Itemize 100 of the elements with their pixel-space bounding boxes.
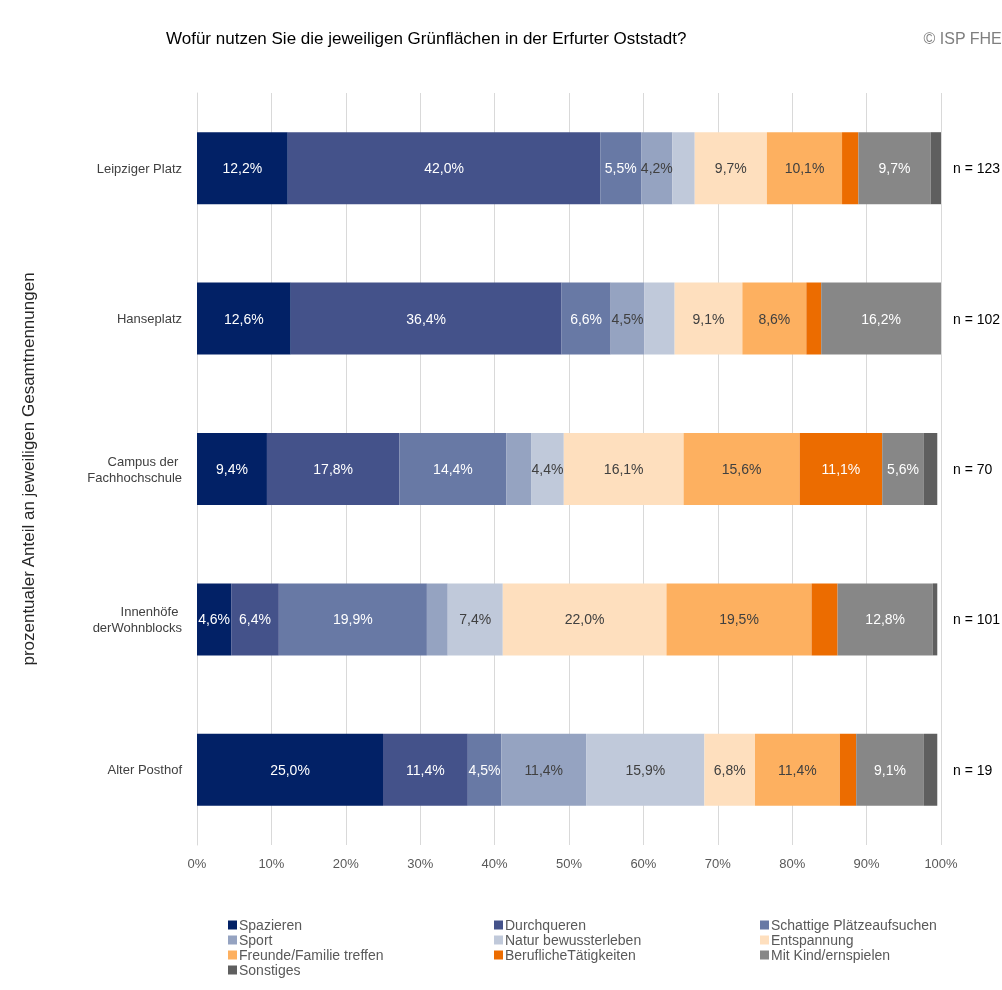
x-tick-label: 10% <box>258 856 285 871</box>
bar <box>586 733 705 806</box>
bar <box>799 433 883 505</box>
data-label: 10,1% <box>784 160 825 177</box>
data-label: 6,6% <box>570 310 603 327</box>
bar <box>610 282 645 355</box>
bar <box>290 282 562 355</box>
data-label: 8,6% <box>758 310 791 327</box>
bar <box>399 433 507 505</box>
legend-label: Mit Kind/ernspielen <box>771 947 891 963</box>
data-label: 4,6% <box>198 611 231 628</box>
data-label: 11,4% <box>406 761 445 778</box>
legend-label: Natur bewussterleben <box>505 932 642 948</box>
bar <box>231 583 279 656</box>
text: n = 123 <box>953 160 1001 177</box>
bar <box>837 583 933 656</box>
bar <box>502 583 667 656</box>
bar <box>278 583 427 656</box>
data-label: 11,4% <box>524 761 564 778</box>
data-label: 14,4% <box>433 461 473 477</box>
bar <box>882 433 924 505</box>
bar <box>923 433 938 505</box>
bar <box>811 583 838 656</box>
bar <box>266 433 400 505</box>
data-label: 16,2% <box>861 310 901 327</box>
data-label: 7,4% <box>459 611 492 628</box>
data-label: 9,4% <box>216 461 248 477</box>
y-tick-label: Innenhöfe derWohnblocks <box>92 603 183 635</box>
legend-label: Durchqueren <box>505 917 586 933</box>
data-label: 15,6% <box>721 461 762 477</box>
bar <box>923 733 938 806</box>
bar <box>766 132 843 205</box>
bar <box>501 733 587 806</box>
data-label: 11,4% <box>778 761 817 778</box>
bar <box>197 282 291 355</box>
bar <box>506 433 532 505</box>
legend-label: Spazieren <box>239 917 303 933</box>
x-tick-label: 50% <box>555 856 583 871</box>
bar <box>600 132 642 205</box>
text: n = 102 <box>953 310 1001 327</box>
data-label: 16,1% <box>603 461 644 477</box>
data-label: 36,4% <box>406 310 446 327</box>
data-label: 42,0% <box>424 160 464 177</box>
bar <box>467 733 502 806</box>
x-tick-label: 70% <box>704 856 732 871</box>
legend-label: Freunde/Familie treffen <box>239 947 384 963</box>
data-label: 22,0% <box>564 611 605 628</box>
x-tick-label: 0% <box>187 856 207 871</box>
data-label: 17,8% <box>313 461 353 477</box>
y-tick-label: Campus der Fachhochschule <box>87 453 182 485</box>
data-label: 19,5% <box>719 611 759 628</box>
x-tick-label: 40% <box>481 856 509 871</box>
data-label: 6,8% <box>713 761 746 778</box>
bar <box>426 583 448 656</box>
data-label: 25,0% <box>270 761 310 778</box>
data-label: 4,4% <box>531 461 564 477</box>
bar <box>197 733 383 806</box>
data-label: 4,5% <box>468 761 501 778</box>
x-tick-label: 20% <box>332 856 360 871</box>
bar <box>839 733 857 806</box>
data-label: 9,7% <box>714 160 747 177</box>
data-label: 6,4% <box>239 611 271 628</box>
legend-label: Entspannung <box>771 932 854 948</box>
data-label: 9,7% <box>878 160 911 177</box>
bar <box>197 132 288 205</box>
bar <box>932 583 938 656</box>
legend-label: Schattige Plätzeaufsuchen <box>771 917 937 933</box>
text: n = 101 <box>953 611 1001 628</box>
data-label: 5,5% <box>604 160 637 177</box>
bar <box>821 282 941 355</box>
x-tick-label: 90% <box>853 856 881 871</box>
bar <box>674 282 743 355</box>
data-label: 19,9% <box>333 611 373 628</box>
text: © ISP FHE <box>923 29 1002 47</box>
text: n = 19 <box>953 761 993 778</box>
bar <box>197 433 267 505</box>
bar <box>856 733 924 806</box>
bar <box>742 282 807 355</box>
x-tick-label: 60% <box>630 856 657 871</box>
legend-label: Sonstiges <box>239 962 301 978</box>
text: n = 70 <box>953 461 993 477</box>
y-tick-label: Leipziger Platz <box>96 160 182 176</box>
bar <box>287 132 601 205</box>
y-tick-label: Alter Posthof <box>107 762 183 778</box>
y-axis-title: prozentualer Anteil an jeweiligen Gesamtnennungen <box>19 272 38 666</box>
data-label: 11,1% <box>821 461 861 477</box>
x-tick-label: 100% <box>924 856 959 871</box>
bar <box>447 583 503 656</box>
bar <box>383 733 468 806</box>
bar <box>842 132 859 205</box>
x-tick-label: 30% <box>407 856 434 871</box>
bar <box>197 583 232 656</box>
bar <box>672 132 695 205</box>
bar <box>858 132 931 205</box>
bar <box>683 433 800 505</box>
data-label: 4,5% <box>611 310 644 327</box>
bar <box>666 583 812 656</box>
legend-label: BeruflicheTätigkeiten <box>505 947 636 963</box>
bar <box>806 282 822 355</box>
y-tick-label: Hanseplatz <box>116 311 182 327</box>
